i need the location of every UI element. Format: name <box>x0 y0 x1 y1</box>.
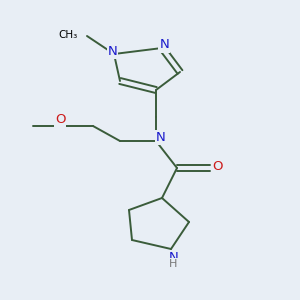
Text: N: N <box>108 45 117 58</box>
Text: N: N <box>160 38 169 52</box>
Text: N: N <box>156 131 165 144</box>
Text: H: H <box>169 259 178 269</box>
Text: O: O <box>212 160 223 173</box>
Text: CH₃: CH₃ <box>59 29 78 40</box>
Text: N: N <box>169 251 178 264</box>
Text: O: O <box>55 113 65 126</box>
